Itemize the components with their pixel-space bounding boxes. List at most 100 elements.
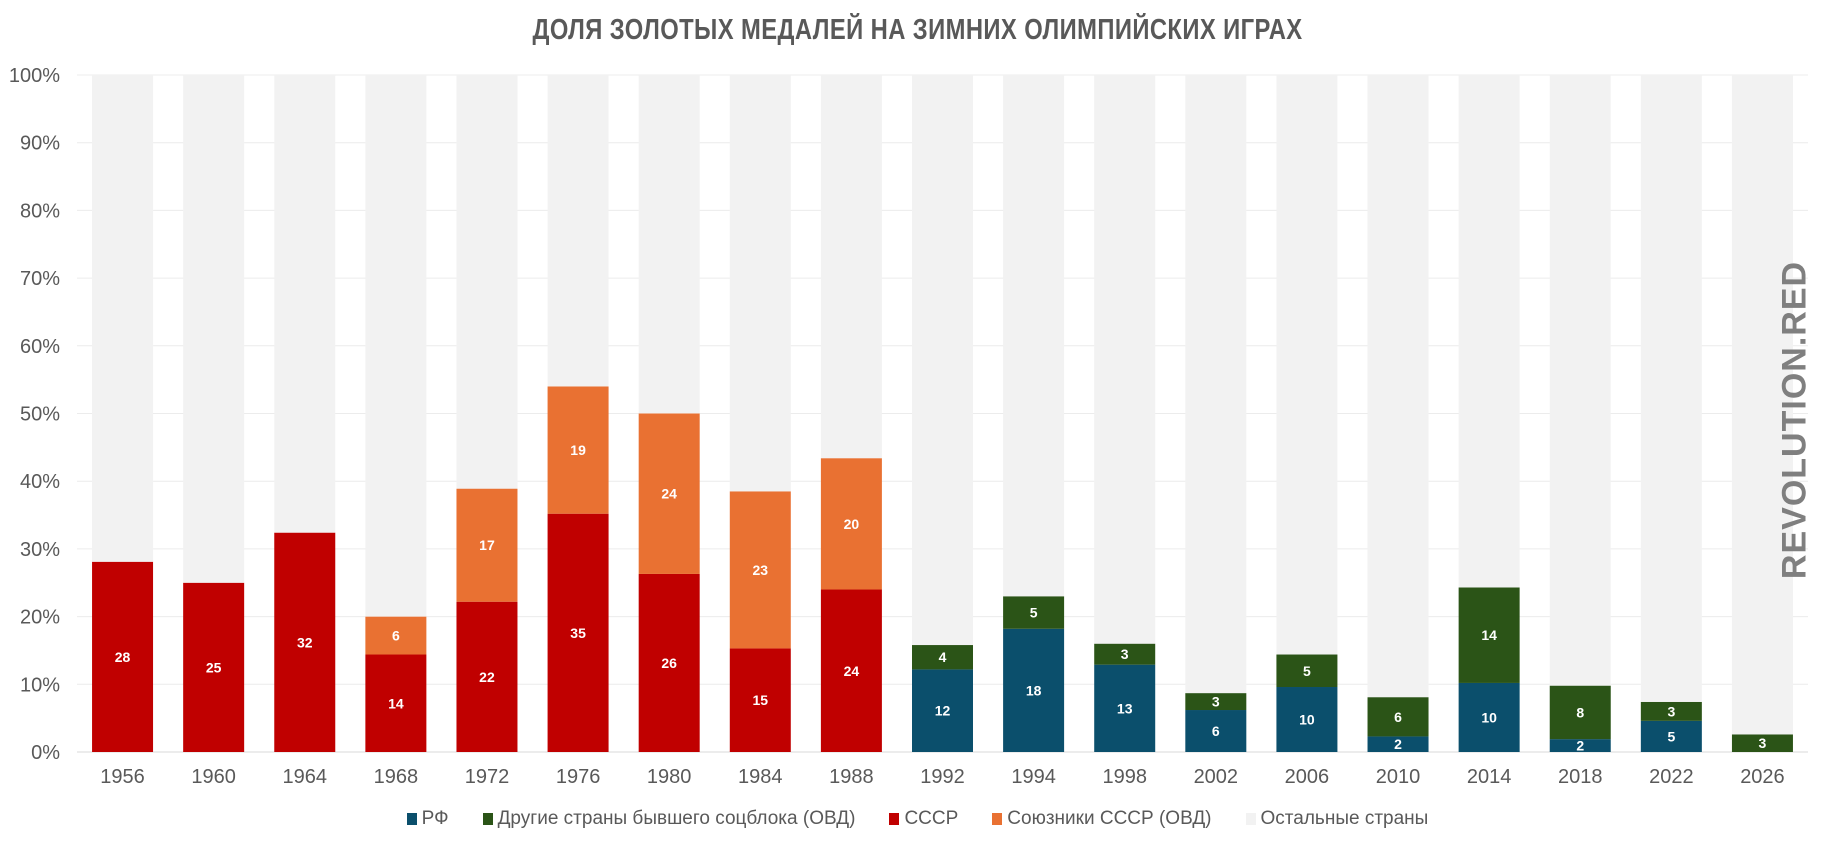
data-label: 25 — [206, 659, 222, 675]
bar-segment — [547, 75, 609, 387]
bar-segment — [1640, 75, 1702, 702]
bar-segment — [1367, 697, 1429, 737]
bar-segment — [912, 75, 973, 646]
bar-segment — [1731, 734, 1793, 752]
x-tick-label: 2018 — [1558, 766, 1603, 788]
x-tick-label: 2002 — [1194, 766, 1239, 788]
bar-segment — [1458, 587, 1520, 683]
bar-segment — [1003, 75, 1065, 597]
y-tick-label: 0% — [31, 742, 60, 764]
legend-label: РФ — [421, 808, 449, 829]
x-tick-label: 1994 — [1011, 766, 1056, 788]
bar-segment — [456, 601, 518, 752]
x-tick-label: 2014 — [1467, 766, 1512, 788]
data-label: 24 — [661, 486, 677, 502]
x-tick-label: 1980 — [647, 766, 692, 788]
y-tick-label: 50% — [20, 404, 60, 426]
bar-segment — [183, 75, 245, 583]
bar-segment — [456, 75, 518, 489]
data-label: 5 — [1667, 728, 1675, 744]
bar-segment — [638, 413, 700, 574]
bar-segment — [729, 75, 791, 492]
y-tick-label: 100% — [9, 65, 60, 87]
legend-item: СССР — [889, 808, 958, 830]
y-tick-label: 90% — [20, 133, 60, 155]
bar-segment — [1367, 75, 1429, 698]
data-label: 3 — [1759, 735, 1767, 751]
data-label: 6 — [1394, 709, 1402, 725]
bar-segment — [1549, 739, 1611, 752]
bar-segment — [1094, 664, 1156, 752]
bar-segment — [1458, 682, 1520, 752]
y-tick-label: 60% — [20, 336, 60, 358]
x-tick-label: 1972 — [465, 766, 510, 788]
bar-segment — [820, 75, 882, 459]
legend-swatch — [406, 813, 417, 825]
x-tick-label: 1968 — [374, 766, 419, 788]
data-label: 10 — [1299, 712, 1315, 728]
x-tick-label: 1998 — [1102, 766, 1147, 788]
bar-segment — [1367, 736, 1429, 752]
x-tick-label: 1960 — [191, 766, 236, 788]
data-label: 18 — [1026, 682, 1042, 698]
bar-segment — [1276, 75, 1338, 655]
bar-segment — [1003, 596, 1065, 629]
bar-segment — [547, 513, 609, 752]
legend-label: Остальные страны — [1260, 808, 1429, 829]
bar-segment — [1094, 75, 1156, 644]
bar-segment — [729, 491, 791, 649]
bar-segment — [365, 654, 427, 752]
x-tick-label: 1992 — [920, 766, 965, 788]
bar-segment — [1640, 701, 1702, 721]
y-tick-label: 10% — [20, 674, 60, 696]
legend-item: Другие страны бывшего соцблока (ОВД) — [482, 808, 856, 830]
data-label: 24 — [844, 663, 860, 679]
legend-label: Союзники СССР (ОВД) — [1007, 808, 1212, 829]
data-label: 12 — [935, 703, 951, 719]
data-label: 5 — [1303, 663, 1311, 679]
bar-segment — [1094, 643, 1156, 665]
data-label: 14 — [388, 695, 404, 711]
x-tick-label: 1984 — [738, 766, 783, 788]
legend-item: РФ — [406, 808, 449, 830]
x-tick-label: 1976 — [556, 766, 601, 788]
data-label: 20 — [844, 516, 860, 532]
data-label: 22 — [479, 669, 495, 685]
bar-segment — [1549, 75, 1611, 686]
bar-segment — [365, 616, 427, 655]
bar-segment — [638, 75, 700, 414]
watermark-logo: REVOLUTION.RED — [1775, 260, 1814, 580]
data-label: 15 — [753, 692, 769, 708]
bar-segment — [1458, 75, 1520, 588]
data-label: 13 — [1117, 700, 1133, 716]
bar-segment — [183, 582, 245, 752]
legend-label: СССР — [904, 808, 959, 829]
y-tick-label: 30% — [20, 539, 60, 561]
legend-swatch — [482, 813, 493, 825]
bar-segment — [912, 645, 973, 670]
x-tick-label: 2006 — [1285, 766, 1330, 788]
data-label: 3 — [1212, 694, 1220, 710]
bar-segment — [1640, 720, 1702, 752]
x-tick-label: 1956 — [100, 766, 145, 788]
y-tick-label: 80% — [20, 200, 60, 222]
data-label: 5 — [1030, 605, 1038, 621]
data-label: 6 — [392, 628, 400, 644]
data-label: 23 — [753, 562, 769, 578]
bar-segment — [820, 458, 882, 590]
y-tick-label: 70% — [20, 268, 60, 290]
bar-segment — [1276, 654, 1338, 688]
legend-swatch — [889, 813, 900, 825]
data-label: 2 — [1394, 736, 1402, 752]
data-label: 35 — [570, 625, 586, 641]
legend-label: Другие страны бывшего соцблока (ОВД) — [497, 808, 856, 829]
data-label: 28 — [115, 649, 131, 665]
data-label: 14 — [1481, 627, 1497, 643]
data-label: 8 — [1576, 704, 1584, 720]
bar-segment — [92, 561, 154, 752]
x-tick-label: 2026 — [1740, 766, 1785, 788]
bar-segment — [456, 488, 518, 602]
bar-segment — [547, 386, 609, 514]
legend-item: Союзники СССР (ОВД) — [992, 808, 1212, 830]
bar-segment — [1185, 710, 1247, 752]
